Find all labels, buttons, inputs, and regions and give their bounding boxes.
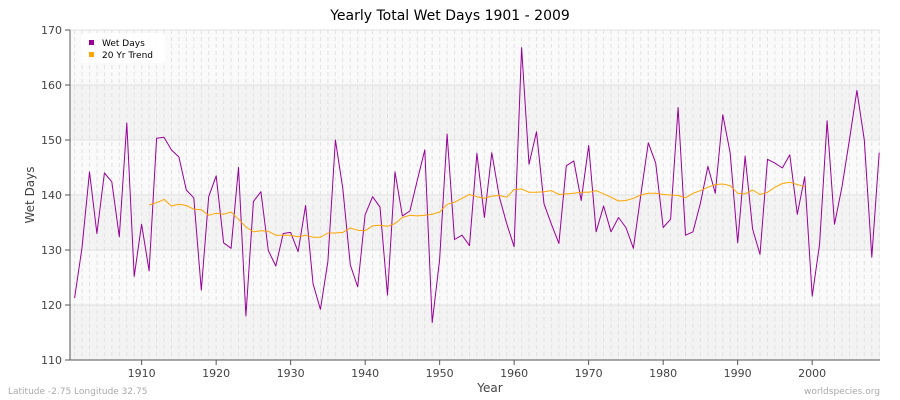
y-tick-label: 110: [41, 354, 62, 367]
x-tick-label: 1950: [426, 367, 454, 380]
x-axis-label: Year: [476, 381, 502, 395]
x-tick-label: 1980: [649, 367, 677, 380]
trend-line: [148, 181, 805, 238]
y-tick-label: 140: [41, 189, 62, 202]
legend-swatch-trend: [89, 52, 94, 57]
x-tick-label: 2000: [798, 367, 826, 380]
series-lines: [74, 47, 880, 324]
y-tick-label: 150: [41, 134, 62, 147]
y-axis-ticks: 110 120 130 140 150 160 170: [41, 24, 70, 367]
x-tick-label: 1930: [277, 367, 305, 380]
background-band: [70, 305, 880, 360]
background-band: [70, 250, 880, 305]
legend: Wet Days 20 Yr Trend: [81, 33, 165, 63]
legend-label-wet-days: Wet Days: [102, 39, 145, 49]
y-tick-label: 120: [41, 299, 62, 312]
location-label: Latitude -2.75 Longitude 32.75: [8, 387, 147, 397]
horizontal-gridlines: [70, 29, 880, 361]
y-tick-label: 130: [41, 244, 62, 257]
chart-title: Yearly Total Wet Days 1901 - 2009: [329, 8, 570, 24]
legend-box: [81, 33, 165, 63]
x-tick-label: 1940: [351, 367, 379, 380]
background-band: [70, 30, 880, 85]
x-tick-label: 1910: [128, 367, 156, 380]
legend-swatch-wet-days: [89, 40, 94, 45]
x-tick-label: 1920: [202, 367, 230, 380]
background-band: [70, 195, 880, 250]
background-band: [70, 140, 880, 195]
legend-label-trend: 20 Yr Trend: [102, 51, 153, 61]
y-axis-label: Wet Days: [23, 166, 37, 223]
y-tick-label: 170: [41, 24, 62, 37]
x-tick-label: 1990: [724, 367, 752, 380]
source-label: worldspecies.org: [804, 387, 880, 397]
x-axis-ticks: 1910 1920 1930 1940 1950 1960 1970 1980 1990 2000: [128, 360, 826, 380]
y-tick-label: 160: [41, 79, 62, 92]
background-band: [70, 85, 880, 140]
x-tick-label: 1960: [500, 367, 528, 380]
x-tick-label: 1970: [575, 367, 603, 380]
